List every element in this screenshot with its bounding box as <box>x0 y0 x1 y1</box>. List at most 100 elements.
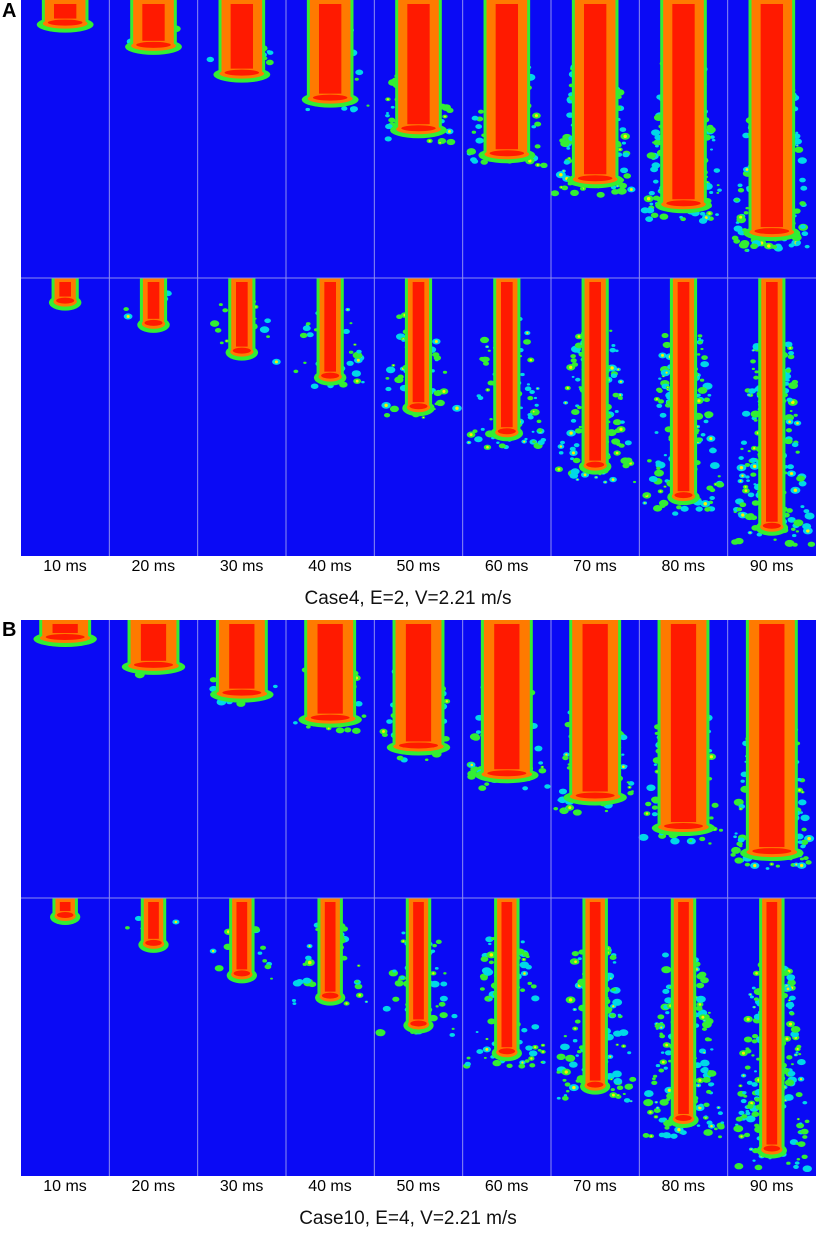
droplet <box>475 137 484 144</box>
droplet <box>524 386 532 392</box>
jet-tip-core <box>489 150 525 157</box>
droplet-core <box>574 960 577 964</box>
droplet <box>797 1130 801 1134</box>
droplet <box>609 1013 616 1018</box>
droplet <box>700 1059 710 1067</box>
droplet <box>751 500 760 506</box>
jet-frame <box>556 898 637 1103</box>
jet-frame <box>123 278 172 333</box>
droplet <box>702 1076 711 1083</box>
droplet <box>624 440 632 446</box>
droplet <box>382 1005 391 1012</box>
droplet <box>424 758 429 762</box>
droplet <box>489 417 493 421</box>
droplet <box>531 1024 540 1030</box>
droplet <box>661 966 672 974</box>
droplet <box>480 159 488 165</box>
droplet <box>349 322 353 325</box>
droplet <box>562 1078 567 1082</box>
droplet <box>790 1031 799 1038</box>
droplet <box>652 1077 656 1081</box>
droplet <box>474 436 483 443</box>
jet-frame <box>209 898 273 984</box>
droplet <box>570 457 575 461</box>
droplet <box>803 509 810 514</box>
droplet <box>440 981 448 987</box>
jet-tip-core <box>232 347 251 354</box>
droplet-core <box>697 399 701 403</box>
droplet-core <box>802 791 804 793</box>
droplet <box>392 969 397 973</box>
jet-tip-core <box>56 912 74 919</box>
droplet <box>651 805 658 810</box>
droplet <box>556 1096 561 1100</box>
time-label: 30 ms <box>219 558 264 575</box>
droplet <box>665 1011 670 1015</box>
droplet <box>266 335 271 338</box>
droplet <box>354 701 363 707</box>
jet-inner-core <box>230 4 254 69</box>
droplet <box>528 1050 538 1057</box>
jet-tip-core <box>310 714 350 721</box>
droplet <box>571 951 579 957</box>
jet-tip-core <box>145 939 162 946</box>
jet-tip-core <box>497 428 516 435</box>
droplet <box>655 1064 661 1068</box>
droplet <box>438 1001 446 1007</box>
droplet <box>787 354 795 360</box>
droplet <box>655 144 659 148</box>
droplet <box>791 442 799 448</box>
droplet <box>629 1076 637 1082</box>
droplet <box>797 1141 806 1147</box>
droplet-core <box>442 389 446 393</box>
droplet <box>572 457 581 464</box>
droplet-core <box>358 965 360 967</box>
droplet-core <box>750 1101 753 1105</box>
droplet <box>657 388 663 393</box>
droplet <box>688 839 693 843</box>
droplet-core <box>630 1100 632 1102</box>
droplet <box>658 1117 666 1123</box>
droplet <box>434 966 439 970</box>
droplet <box>788 351 795 356</box>
droplet <box>698 337 702 340</box>
droplet <box>214 965 224 972</box>
droplet-core <box>541 1061 543 1063</box>
droplet-core <box>788 420 791 424</box>
droplet <box>219 341 224 345</box>
droplet <box>663 1066 668 1070</box>
droplet <box>696 1124 701 1127</box>
droplet <box>670 1133 678 1139</box>
droplet <box>749 995 754 999</box>
droplet <box>475 730 482 734</box>
droplet <box>744 249 748 252</box>
droplet-core <box>617 1094 619 1097</box>
droplet <box>520 372 525 377</box>
droplet <box>751 1039 758 1044</box>
droplet <box>800 844 806 849</box>
jet-tip-core <box>674 492 693 499</box>
droplet-core <box>789 471 794 476</box>
droplet-core <box>661 1060 665 1064</box>
droplet-core <box>708 212 711 215</box>
droplet <box>527 981 533 986</box>
droplet <box>652 1074 658 1078</box>
jet-tip-core <box>47 19 83 26</box>
droplet <box>570 358 577 363</box>
droplet-core <box>174 920 178 924</box>
droplet <box>341 106 348 111</box>
droplet-core <box>703 501 708 506</box>
droplet <box>785 368 792 373</box>
droplet-core <box>467 441 470 444</box>
droplet <box>792 542 798 547</box>
droplet <box>610 1088 615 1092</box>
droplet <box>609 347 616 353</box>
droplet <box>527 413 533 417</box>
droplet <box>383 413 391 418</box>
droplet <box>624 457 633 463</box>
droplet <box>703 1129 713 1136</box>
jet-inner-core <box>317 624 343 714</box>
droplet <box>753 419 758 422</box>
droplet <box>496 441 500 444</box>
jet-inner-core <box>759 624 785 848</box>
